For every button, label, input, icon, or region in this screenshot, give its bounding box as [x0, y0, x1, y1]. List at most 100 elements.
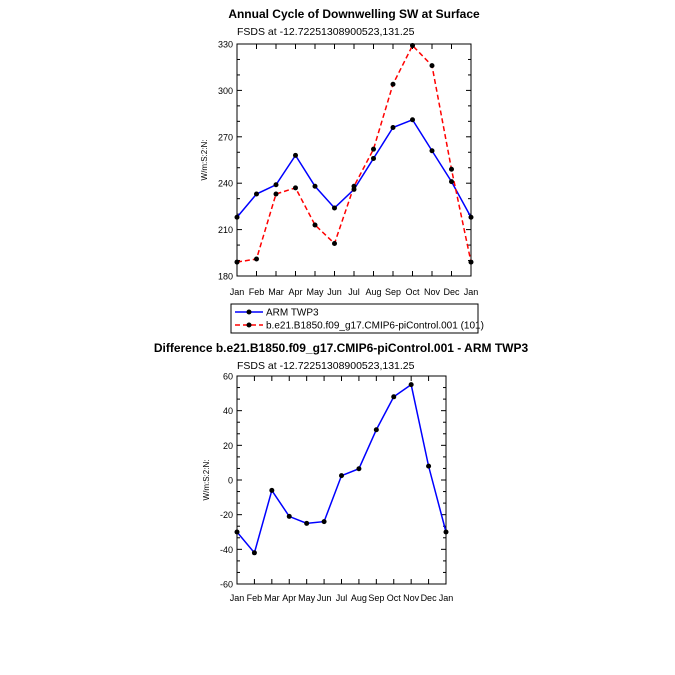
x-tick-label: Apr	[282, 593, 296, 603]
data-point	[234, 214, 240, 220]
y-tick-label: -20	[220, 510, 233, 520]
chart1-x-axis: Jan Feb Mar Apr May Jun Jul Aug Sep Oct Nov Dec Jan	[230, 44, 479, 297]
chart2-subtitle: FSDS at -12.72251308900523,131.25	[237, 360, 415, 372]
x-tick-label: Aug	[365, 287, 381, 297]
chart1-subtitle: FSDS at -12.72251308900523,131.25	[237, 26, 415, 38]
data-point	[234, 259, 240, 265]
chart2-title: Difference b.e21.B1850.f09_g17.CMIP6-piC…	[154, 341, 529, 355]
data-point	[371, 146, 376, 152]
data-point	[286, 513, 292, 519]
chart2-x-axis: Jan Feb Mar Apr May Jun Jul Aug Sep Oct Nov Dec Jan	[230, 376, 454, 603]
data-point	[321, 519, 327, 525]
data-point	[293, 152, 298, 158]
x-tick-label: Nov	[403, 593, 420, 603]
series-line	[236, 44, 472, 263]
x-tick-label: Jan	[464, 287, 479, 297]
chart1-y-axis: 180 210 240 270 300 330	[218, 40, 471, 282]
x-tick-label: Dec	[421, 593, 438, 603]
y-tick-label: 300	[218, 86, 233, 96]
data-point	[408, 382, 414, 388]
y-tick-label: 240	[218, 179, 233, 189]
data-point	[371, 155, 376, 161]
x-tick-label: May	[298, 593, 316, 603]
data-point	[332, 241, 337, 247]
chart2-ylabel: W/m:S:2:N:	[202, 460, 211, 501]
data-point	[339, 473, 344, 479]
chart1-series-layer	[234, 43, 474, 265]
x-tick-label: Feb	[247, 593, 263, 603]
data-point	[312, 222, 318, 228]
data-point	[293, 185, 298, 191]
data-point	[468, 259, 474, 265]
y-tick-label: 270	[218, 132, 233, 142]
y-tick-label: 180	[218, 272, 233, 282]
x-tick-label: Oct	[405, 287, 420, 297]
chart1-legend: ARM TWP3 b.e21.B1850.f09_g17.CMIP6-piCon…	[230, 303, 484, 334]
data-point	[390, 125, 396, 131]
data-point	[468, 214, 474, 220]
y-tick-label: -40	[220, 545, 233, 555]
series-line	[236, 118, 472, 218]
legend-marker-model	[246, 322, 252, 328]
series-line	[236, 383, 447, 555]
data-point	[373, 427, 379, 433]
chart1-ylabel: W/m:S:2:N:	[200, 140, 209, 181]
data-point	[449, 179, 454, 185]
data-point	[273, 191, 279, 197]
data-point	[312, 183, 318, 189]
chart-annual-cycle: Annual Cycle of Downwelling SW at Surfac…	[200, 7, 484, 334]
y-tick-label: 330	[218, 40, 233, 50]
y-tick-label: -60	[220, 580, 233, 590]
x-tick-label: Nov	[424, 287, 441, 297]
legend-marker-arm	[246, 309, 252, 315]
x-tick-label: Jul	[348, 287, 360, 297]
data-point	[356, 466, 362, 472]
x-tick-label: Jun	[327, 287, 342, 297]
data-point	[426, 463, 432, 469]
data-point	[234, 529, 240, 535]
y-tick-label: 210	[218, 225, 233, 235]
x-tick-label: Sep	[385, 287, 401, 297]
data-point	[304, 520, 310, 526]
x-tick-label: Jun	[317, 593, 332, 603]
data-point	[449, 166, 454, 172]
y-tick-label: 60	[223, 372, 233, 382]
data-point	[410, 117, 415, 123]
x-tick-label: Jan	[230, 593, 245, 603]
x-tick-label: Apr	[288, 287, 302, 297]
data-point	[254, 256, 259, 262]
chart-difference: Difference b.e21.B1850.f09_g17.CMIP6-piC…	[154, 341, 529, 603]
x-tick-label: Mar	[268, 287, 284, 297]
x-tick-label: Jan	[230, 287, 245, 297]
data-point	[390, 81, 396, 87]
y-tick-label: 20	[223, 441, 233, 451]
data-point	[251, 550, 257, 556]
chart2-plot-frame	[236, 375, 447, 585]
chart2-series-layer	[234, 382, 449, 556]
x-tick-label: Sep	[368, 593, 384, 603]
y-tick-label: 40	[223, 406, 233, 416]
data-point	[443, 529, 449, 535]
chart2-y-axis: -60 -40 -20 0 20 40 60	[220, 372, 446, 590]
x-tick-label: Jan	[439, 593, 454, 603]
x-tick-label: Oct	[387, 593, 402, 603]
legend-box	[230, 303, 479, 334]
legend-label-arm: ARM TWP3	[266, 308, 319, 319]
data-point	[332, 205, 337, 211]
x-tick-label: Mar	[264, 593, 280, 603]
x-tick-label: Aug	[351, 593, 367, 603]
x-tick-label: Jul	[336, 593, 348, 603]
chart1-plot-frame	[236, 43, 472, 277]
data-point	[254, 191, 259, 197]
y-tick-label: 0	[228, 476, 233, 486]
data-point	[273, 182, 279, 188]
data-point	[391, 394, 397, 400]
data-point	[351, 183, 357, 189]
x-tick-label: Dec	[443, 287, 460, 297]
data-point	[429, 148, 435, 154]
x-tick-label: Feb	[249, 287, 265, 297]
chart1-title: Annual Cycle of Downwelling SW at Surfac…	[228, 7, 480, 21]
x-tick-label: May	[306, 287, 324, 297]
data-point	[410, 43, 415, 49]
